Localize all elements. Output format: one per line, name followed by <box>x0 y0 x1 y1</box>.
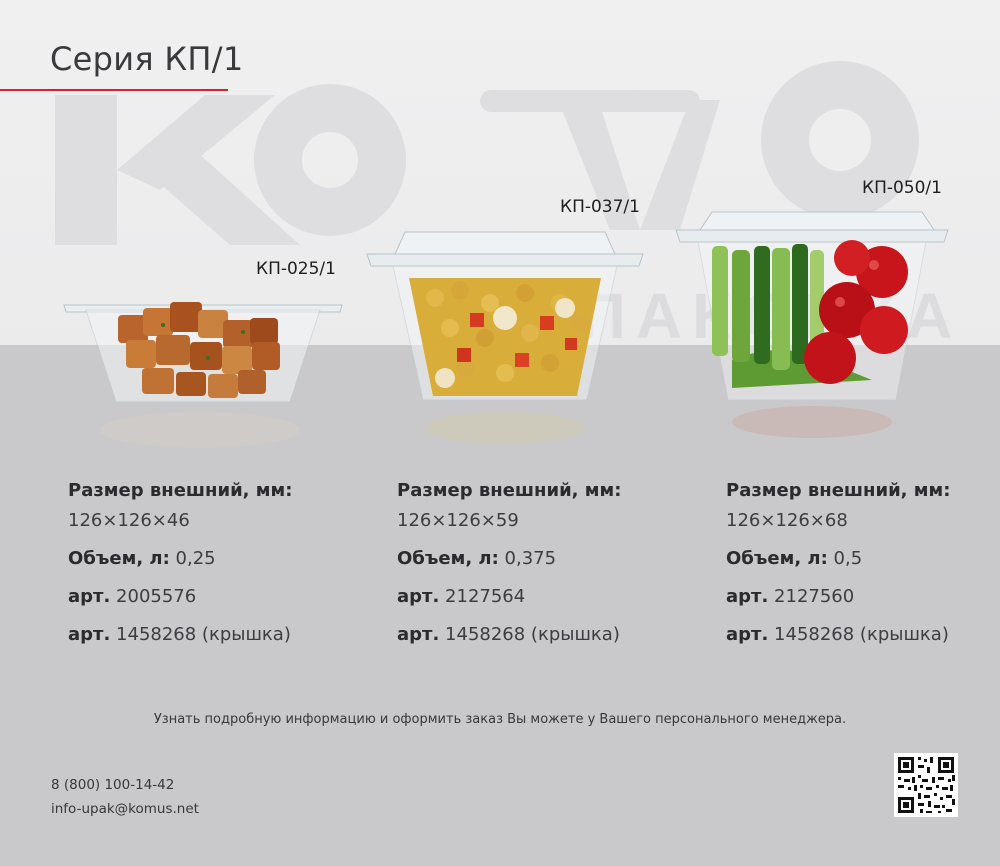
art-value: 2127560 <box>774 586 855 607</box>
lid-art-value: 1458268 (крышка) <box>445 624 620 645</box>
lid-art-value: 1458268 (крышка) <box>774 624 949 645</box>
art-label: арт. <box>397 586 440 607</box>
size-label: Размер внешний, мм: <box>726 480 951 501</box>
phone[interactable]: 8 (800) 100-14-42 <box>51 777 175 793</box>
title-underline <box>0 89 228 91</box>
art-label: арт. <box>726 586 769 607</box>
product-image-kp-025 <box>63 302 343 448</box>
specs-kp-050: Размер внешний, мм: 126×126×68 Объем, л:… <box>726 478 950 660</box>
volume-label: Объем, л: <box>68 548 170 569</box>
model-label-kp-050: КП-050/1 <box>862 178 942 198</box>
size-value: 126×126×59 <box>397 510 519 531</box>
art-value: 2127564 <box>445 586 526 607</box>
size-value: 126×126×46 <box>68 510 190 531</box>
volume-label: Объем, л: <box>397 548 499 569</box>
volume-label: Объем, л: <box>726 548 828 569</box>
size-label: Размер внешний, мм: <box>68 480 293 501</box>
lid-art-label: арт. <box>68 624 111 645</box>
volume-value: 0,25 <box>175 548 216 569</box>
lid-art-label: арт. <box>726 624 769 645</box>
product-image-kp-037 <box>366 231 644 444</box>
size-label: Размер внешний, мм: <box>397 480 622 501</box>
info-text: Узнать подробную информацию и оформить з… <box>153 712 847 727</box>
art-label: арт. <box>68 586 111 607</box>
contacts: 8 (800) 100-14-42 info-upak@komus.net <box>51 773 199 821</box>
volume-value: 0,5 <box>833 548 863 569</box>
qr-code-icon[interactable] <box>894 753 958 817</box>
model-label-kp-037: КП-037/1 <box>560 197 640 217</box>
model-label-kp-025: КП-025/1 <box>256 259 336 279</box>
specs-kp-037: Размер внешний, мм: 126×126×59 Объем, л:… <box>397 478 621 660</box>
size-value: 126×126×68 <box>726 510 848 531</box>
lid-art-value: 1458268 (крышка) <box>116 624 291 645</box>
lid-art-label: арт. <box>397 624 440 645</box>
specs-kp-025: Размер внешний, мм: 126×126×46 Объем, л:… <box>68 478 292 660</box>
page-title: Серия КП/1 <box>50 40 244 78</box>
email[interactable]: info-upak@komus.net <box>51 801 199 817</box>
art-value: 2005576 <box>116 586 197 607</box>
volume-value: 0,375 <box>504 548 557 569</box>
product-image-kp-050 <box>675 211 949 438</box>
